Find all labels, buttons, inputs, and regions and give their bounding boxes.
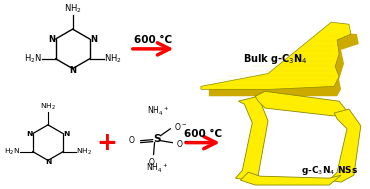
- Text: O$^-$: O$^-$: [174, 121, 187, 132]
- Text: N: N: [90, 35, 97, 43]
- Text: NH$_2$: NH$_2$: [40, 102, 56, 112]
- Text: g-C$_3$N$_4$ NSs: g-C$_3$N$_4$ NSs: [301, 164, 358, 177]
- Text: Bulk g-C$_3$N$_4$: Bulk g-C$_3$N$_4$: [243, 52, 307, 66]
- Polygon shape: [329, 109, 361, 182]
- Text: O: O: [129, 136, 135, 145]
- Polygon shape: [201, 22, 351, 89]
- Text: N: N: [26, 131, 32, 137]
- Text: H$_2$N: H$_2$N: [4, 146, 20, 157]
- Polygon shape: [240, 172, 341, 185]
- Text: NH$_4$$^+$: NH$_4$$^+$: [145, 162, 168, 175]
- Text: N: N: [48, 35, 55, 43]
- Text: 600 °C: 600 °C: [184, 129, 222, 139]
- Text: N: N: [64, 131, 70, 137]
- Text: +: +: [97, 131, 118, 155]
- Polygon shape: [255, 91, 347, 116]
- Polygon shape: [209, 32, 359, 96]
- Text: S: S: [153, 134, 160, 144]
- Text: NH$_2$: NH$_2$: [64, 3, 81, 15]
- Polygon shape: [235, 96, 268, 180]
- Text: N: N: [69, 66, 76, 75]
- Text: O$^-$: O$^-$: [176, 138, 189, 149]
- Text: NH$_2$: NH$_2$: [76, 146, 92, 157]
- Text: NH$_4$$^+$: NH$_4$$^+$: [148, 105, 169, 118]
- Text: 600 °C: 600 °C: [134, 35, 172, 45]
- Text: NH$_2$: NH$_2$: [104, 53, 121, 65]
- Text: O: O: [149, 158, 155, 167]
- Text: H$_2$N: H$_2$N: [24, 53, 42, 65]
- Text: N: N: [45, 159, 51, 165]
